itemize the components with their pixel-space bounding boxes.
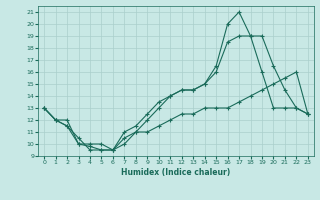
X-axis label: Humidex (Indice chaleur): Humidex (Indice chaleur) <box>121 168 231 177</box>
